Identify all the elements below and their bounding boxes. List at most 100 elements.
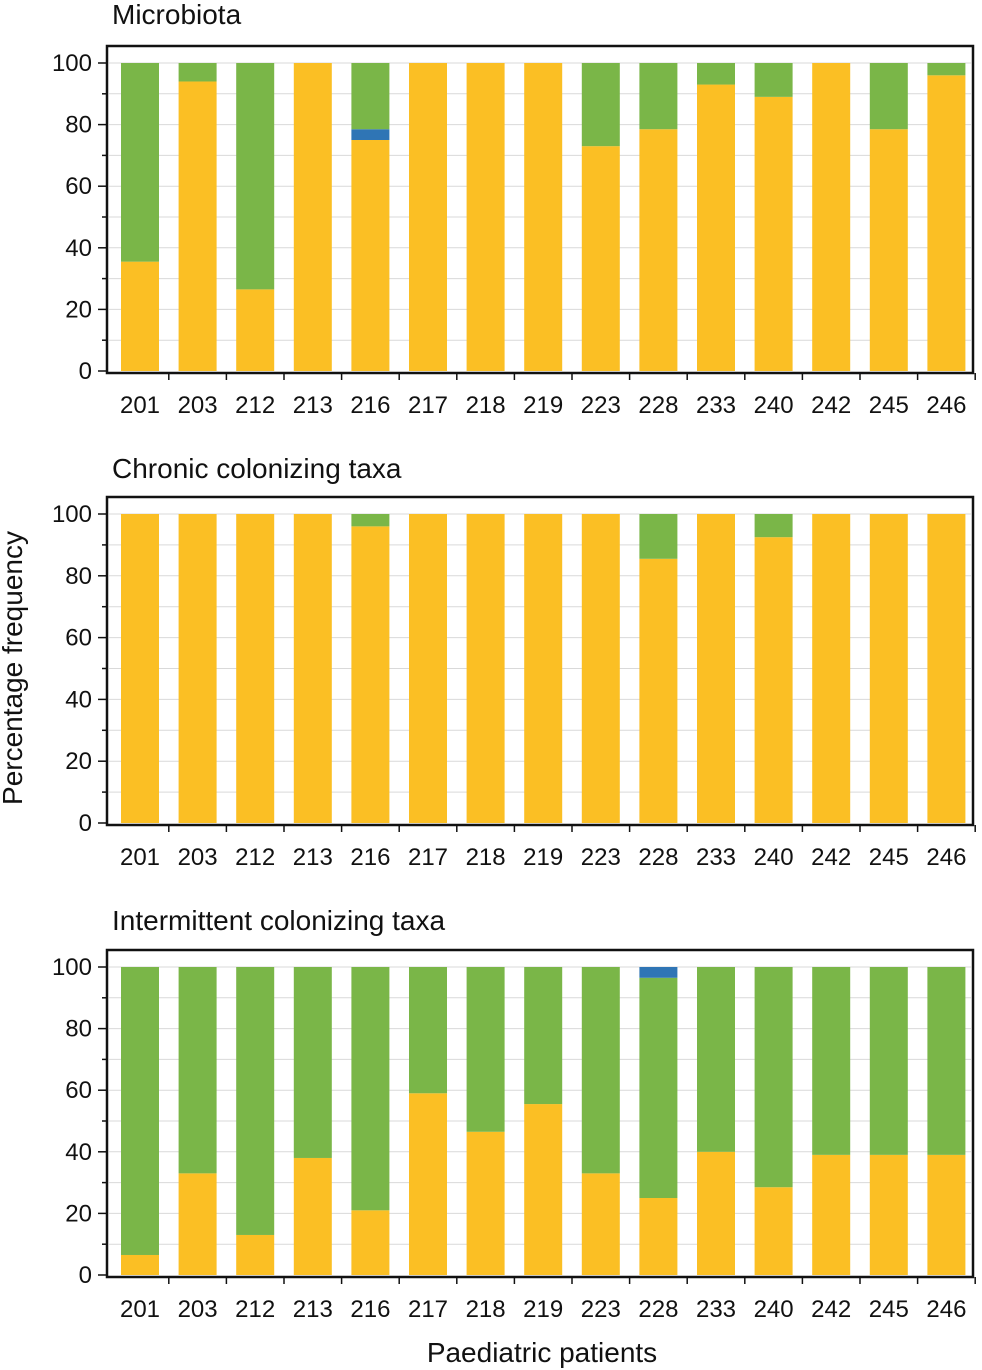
- bar-segment-yellow-223: [581, 514, 620, 823]
- chart-title: Chronic colonizing taxa: [112, 453, 402, 484]
- bar-segment-green-217: [409, 967, 447, 1094]
- x-tick-label: 228: [638, 1296, 678, 1323]
- x-tick-label: 242: [811, 844, 851, 871]
- y-tick-label: 20: [65, 296, 92, 323]
- bar-segment-green-213: [293, 967, 332, 1158]
- y-tick-label: 100: [52, 501, 92, 528]
- bar-segment-yellow-245: [869, 514, 908, 823]
- bar-segment-yellow-242: [812, 63, 851, 371]
- x-tick-label: 216: [350, 1296, 390, 1323]
- x-tick-label: 216: [350, 392, 390, 419]
- x-tick-label: 217: [408, 1296, 448, 1323]
- chart-title: Intermittent colonizing taxa: [112, 905, 445, 936]
- bar-segment-yellow-240: [754, 1187, 793, 1275]
- bar-segment-green-228: [639, 63, 678, 130]
- x-tick-label: 246: [926, 392, 966, 419]
- bar-segment-green-240: [754, 63, 793, 97]
- bar-segment-green-216: [351, 63, 390, 130]
- bar-segment-yellow-201: [121, 261, 159, 371]
- x-tick-label: 216: [350, 844, 390, 871]
- bar-segment-yellow-246: [927, 75, 966, 371]
- y-tick-label: 0: [79, 358, 92, 385]
- chart-panel: Microbiota 201 203 212 213 216 217 218 219 223 228…: [52, 0, 976, 419]
- bar-segment-yellow-228: [639, 558, 678, 823]
- x-tick-label: 212: [235, 1296, 275, 1323]
- x-tick-label: 218: [466, 844, 506, 871]
- bar-segment-yellow-223: [581, 1173, 620, 1275]
- plot-frame: [105, 948, 975, 1279]
- panels: Microbiota 201 203 212 213 216 217 218 219 223 228…: [52, 0, 976, 1323]
- x-tick-label: 201: [120, 844, 160, 871]
- bar-segment-yellow-216: [351, 1210, 390, 1275]
- bar-segment-yellow-246: [927, 514, 966, 823]
- bar-segment-yellow-233: [697, 84, 735, 371]
- bar-segment-green-223: [581, 63, 620, 147]
- bar-segment-yellow-217: [409, 63, 447, 371]
- x-tick-label: 233: [696, 844, 736, 871]
- bar-segment-green-246: [927, 63, 966, 76]
- bar-segment-yellow-233: [697, 1151, 735, 1275]
- bar-segment-green-201: [121, 63, 159, 262]
- y-tick-label: 80: [65, 563, 92, 590]
- y-tick-label: 40: [65, 686, 92, 713]
- x-tick-label: 246: [926, 1296, 966, 1323]
- bar-segment-yellow-242: [812, 1154, 851, 1275]
- x-tick-label: 245: [869, 1296, 909, 1323]
- y-tick-label: 60: [65, 1077, 92, 1104]
- bar-segment-green-240: [754, 514, 793, 538]
- x-tick-label: 203: [178, 1296, 218, 1323]
- bar-segment-yellow-216: [351, 526, 390, 823]
- x-tick-label: 240: [754, 844, 794, 871]
- bar-segment-yellow-245: [869, 129, 908, 371]
- bar-segment-yellow-242: [812, 514, 851, 823]
- bar-segment-green-216: [351, 967, 390, 1211]
- bar-segment-yellow-246: [927, 1154, 966, 1275]
- y-tick-label: 100: [52, 954, 92, 981]
- x-tick-label: 223: [581, 392, 621, 419]
- x-tick-label: 213: [293, 392, 333, 419]
- x-tick-label: 228: [638, 844, 678, 871]
- bar-segment-green-228: [639, 514, 678, 559]
- bar-segment-yellow-228: [639, 129, 678, 371]
- bar-segment-yellow-203: [178, 81, 217, 371]
- x-tick-label: 203: [178, 392, 218, 419]
- x-tick-label: 233: [696, 392, 736, 419]
- y-tick-label: 0: [79, 1262, 92, 1289]
- bar-segment-yellow-218: [466, 1131, 505, 1275]
- x-tick-label: 245: [869, 844, 909, 871]
- bar-segment-yellow-213: [293, 1157, 332, 1275]
- bar-segment-yellow-223: [581, 146, 620, 371]
- plot-frame: [105, 44, 975, 375]
- bar-segment-yellow-240: [754, 537, 793, 823]
- plot-frame: [105, 495, 975, 827]
- x-tick-label: 223: [581, 844, 621, 871]
- x-tick-label: 217: [408, 392, 448, 419]
- x-tick-label: 218: [466, 392, 506, 419]
- y-tick-label: 60: [65, 173, 92, 200]
- y-tick-label: 80: [65, 112, 92, 139]
- x-tick-label: 201: [120, 392, 160, 419]
- x-tick-label: 242: [811, 392, 851, 419]
- bar-segment-yellow-203: [178, 1173, 217, 1275]
- bar-segment-yellow-217: [409, 1093, 447, 1275]
- x-tick-label: 217: [408, 844, 448, 871]
- bar-segment-blue-216: [351, 129, 390, 140]
- y-axis-title: Percentage frequency: [0, 531, 28, 805]
- bar-segment-green-228: [639, 977, 678, 1198]
- x-tick-label: 233: [696, 1296, 736, 1323]
- bar-segment-green-223: [581, 967, 620, 1174]
- bar-segment-yellow-218: [466, 514, 505, 823]
- bar-segment-green-242: [812, 967, 851, 1155]
- x-tick-label: 212: [235, 844, 275, 871]
- y-tick-label: 80: [65, 1016, 92, 1043]
- x-tick-label: 242: [811, 1296, 851, 1323]
- bar-segment-yellow-219: [524, 1104, 563, 1275]
- bar-segment-yellow-228: [639, 1198, 678, 1275]
- bar-segment-yellow-201: [121, 514, 159, 823]
- y-tick-label: 0: [79, 810, 92, 837]
- bar-segment-yellow-233: [697, 514, 735, 823]
- x-tick-label: 245: [869, 392, 909, 419]
- bar-segment-blue-228: [639, 967, 678, 978]
- x-tick-label: 203: [178, 844, 218, 871]
